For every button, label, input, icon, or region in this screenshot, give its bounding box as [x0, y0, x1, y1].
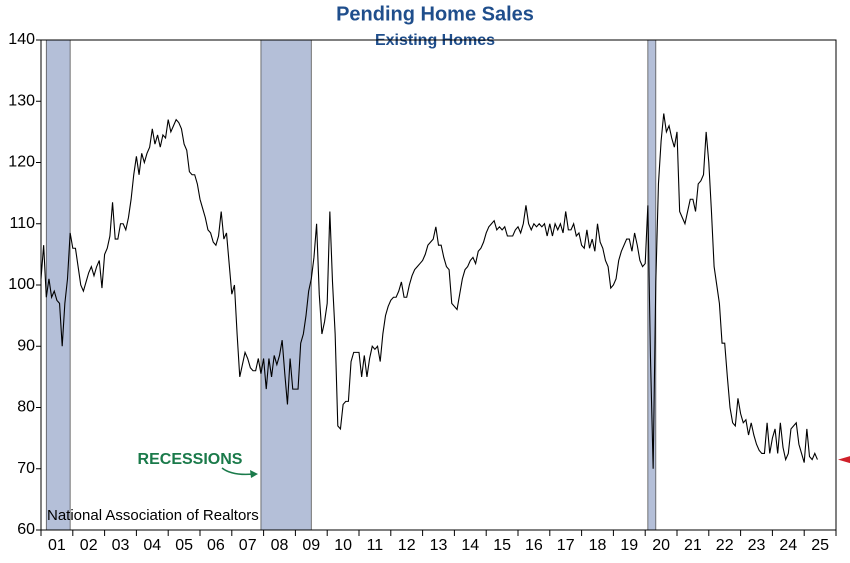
x-tick-label: 07 [239, 537, 257, 554]
x-tick-label: 01 [48, 537, 66, 554]
x-tick-label: 21 [684, 537, 702, 554]
x-tick-label: 02 [80, 537, 98, 554]
y-tick-label: 100 [8, 276, 35, 293]
x-tick-label: 18 [589, 537, 607, 554]
x-tick-label: 23 [748, 537, 766, 554]
recessions-arrow [221, 467, 255, 476]
x-tick-label: 17 [557, 537, 575, 554]
recessions-label: RECESSIONS [138, 451, 243, 468]
chart-title: Pending Home Sales [336, 3, 534, 25]
recession-band [260, 39, 312, 531]
y-tick-label: 60 [17, 521, 35, 538]
x-tick-label: 09 [302, 537, 320, 554]
x-tick-label: 20 [652, 537, 670, 554]
x-tick-label: 14 [461, 537, 479, 554]
x-tick-label: 11 [367, 537, 384, 554]
x-tick-label: 06 [207, 537, 225, 554]
x-tick-label: 25 [811, 537, 829, 554]
y-tick-label: 80 [17, 399, 35, 416]
x-tick-label: 19 [620, 537, 638, 554]
x-tick-label: 03 [112, 537, 130, 554]
x-tick-label: 13 [430, 537, 448, 554]
x-tick-label: 04 [143, 537, 161, 554]
x-tick-label: 12 [398, 537, 416, 554]
x-tick-label: 05 [175, 537, 193, 554]
x-tick-label: 24 [779, 537, 797, 554]
x-tick-label: 08 [271, 537, 289, 554]
y-tick-label: 90 [17, 337, 35, 354]
y-tick-label: 70 [17, 460, 35, 477]
recessions-arrowhead [250, 470, 258, 478]
source-label: National Association of Realtors [47, 507, 259, 524]
y-tick-label: 110 [9, 215, 35, 232]
y-tick-label: 120 [8, 154, 35, 171]
x-tick-label: 10 [334, 537, 352, 554]
chart-subtitle: Existing Homes [375, 32, 495, 49]
y-tick-label: 130 [8, 92, 35, 109]
x-tick-label: 22 [716, 537, 734, 554]
x-tick-label: 15 [493, 537, 511, 554]
y-tick-label: 140 [8, 31, 35, 48]
latest-marker [838, 456, 850, 464]
data-line [40, 113, 818, 469]
x-tick-label: 16 [525, 537, 543, 554]
